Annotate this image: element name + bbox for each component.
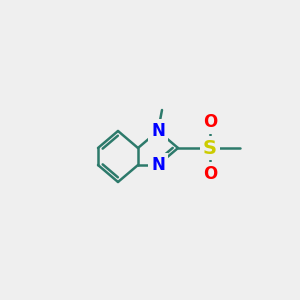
Text: N: N [151, 122, 165, 140]
Text: N: N [151, 156, 165, 174]
Text: S: S [203, 139, 217, 158]
Text: O: O [203, 165, 217, 183]
Text: O: O [203, 113, 217, 131]
